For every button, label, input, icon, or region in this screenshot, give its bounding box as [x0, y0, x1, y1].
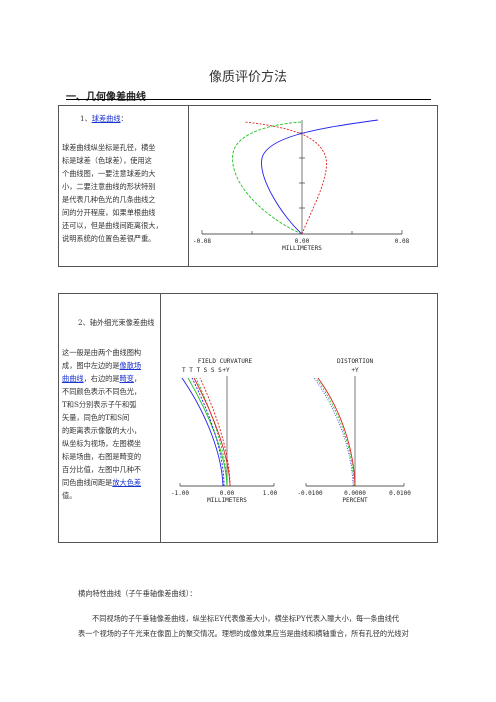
spherical-aberration-chart: -0.08 0.00 0.08 MILLIMETERS [193, 119, 410, 252]
page-title: 像质评价方法 [208, 70, 287, 85]
chart-legend: T T T S S S [182, 367, 222, 374]
x-tick-label: -1.00 [171, 490, 189, 497]
curve-distortion-green [315, 377, 355, 487]
curve-green-t [187, 377, 228, 487]
chart-title: DISTORTION [337, 358, 374, 365]
curve-red-t [193, 377, 231, 487]
heading-rule [66, 99, 431, 100]
distortion-link[interactable]: 畸变 [119, 374, 134, 383]
text-line: 值。 [62, 491, 77, 500]
x-tick-label: 1.00 [263, 490, 278, 497]
x-tick-label: 0.0000 [344, 490, 366, 497]
chart-title: FIELD CURVATURE [198, 358, 253, 365]
curve-distortion-red [317, 377, 356, 487]
x-axis-label: PERCENT [342, 497, 368, 504]
text-line: 的距离表示像散的大小， [62, 426, 142, 435]
text-line: 球差曲线纵坐标是孔径，横坐 [62, 143, 156, 152]
text-line: 标是场曲，右图是畸变的 [62, 452, 142, 461]
paragraph-line: 不同视场的子午垂轴像差曲线，纵坐标EY代表像差大小，横坐标PY代表入瞳大小，每一… [92, 614, 400, 623]
table-divider [188, 105, 189, 267]
x-axis-label: MILLIMETERS [282, 245, 322, 252]
y-axis-label: +Y [222, 367, 230, 374]
item2-description: 这一般是由两个曲线图构 成，图中左边的是像散场 曲曲线，右边的是畸变， 不同颜色… [62, 346, 159, 502]
curve-green [232, 121, 303, 235]
table-spherical [58, 105, 438, 267]
curve-blue-t [181, 377, 224, 487]
section-heading-geometric: 一、几何像差曲线 [66, 92, 146, 103]
text-line: T和S分别表示子午和弧 [62, 400, 137, 409]
x-tick-label: -0.08 [193, 238, 211, 245]
text-line: 小，二要注意曲线的形状特别 [62, 182, 156, 191]
item1-num: 1、 [80, 114, 92, 123]
table-divider [160, 293, 161, 543]
table-offaxis [58, 293, 438, 543]
paragraph-line: 表一个视场的子午光束在像面上的聚交情况。理想的成像效果应当是曲线和横轴重合，所有… [78, 629, 409, 638]
text-line: 还可以，但是曲线间距离很大， [62, 221, 163, 230]
text-line: 这一般是由两个曲线图构 [62, 348, 142, 357]
x-tick-label: 0.00 [220, 490, 235, 497]
text-line: 标是球差（色球差），使用这 [62, 156, 152, 165]
curve-blue [261, 119, 379, 235]
y-axis-label: +Y [351, 367, 359, 374]
text-line: 同色曲线间距是放大色差 [62, 478, 142, 487]
item1-title: 1、球差曲线： [80, 112, 128, 125]
curve-red-s [199, 377, 231, 487]
x-tick-label: 0.08 [395, 238, 410, 245]
curve-red [244, 121, 327, 235]
curve-distortion-blue [313, 377, 354, 487]
text-line: 曲曲线，右边的是畸变， [62, 374, 142, 383]
text-line: 说明系统的位置色差很严重。 [62, 234, 156, 243]
curve-blue-s [191, 377, 225, 487]
text-line: 百分比值，左图中几种不 [62, 465, 142, 474]
astigmatism-link[interactable]: 像散场 [119, 361, 142, 370]
item1-description: 球差曲线纵坐标是孔径，横坐 标是球差（色球差），使用这 个曲线图，一要注意球差的… [62, 141, 186, 245]
x-tick-label: 0.00 [295, 238, 310, 245]
lateral-color-link[interactable]: 放大色差 [112, 478, 142, 487]
item1-suffix: ： [120, 114, 128, 123]
text-line: 纵坐标为视场，左图横坐 [62, 439, 142, 448]
astigmatism-link-cont[interactable]: 曲曲线 [62, 374, 84, 383]
text-line: 矢量，同色的T和S间 [62, 413, 130, 422]
text-line: 个曲线图，一要注意球差的大 [62, 169, 156, 178]
section-heading-transverse: 横向特性曲线（子午垂轴像差曲线）： [78, 589, 197, 598]
text-line: 间的分开程度，如果单根曲线 [62, 208, 156, 217]
item2-title: 2、轴外细光束像差曲线 [78, 318, 155, 327]
spherical-link[interactable]: 球差曲线 [91, 114, 121, 123]
text-line: 成，图中左边的是像散场 [62, 361, 142, 370]
field-curvature-chart: FIELD CURVATURE T T T S S S +Y -1.00 0.0… [171, 358, 278, 504]
x-axis-label: MILLIMETERS [207, 497, 247, 504]
x-tick-label: 0.0100 [389, 490, 411, 497]
curve-green-s [195, 377, 228, 487]
text-line: 不同颜色表示不同色光， [62, 387, 142, 396]
distortion-chart: DISTORTION +Y -0.0100 0.0000 0.0100 PERC… [297, 358, 411, 504]
x-tick-label: -0.0100 [297, 490, 323, 497]
text-line: 是代表几种色光的几条曲线之 [62, 195, 156, 204]
